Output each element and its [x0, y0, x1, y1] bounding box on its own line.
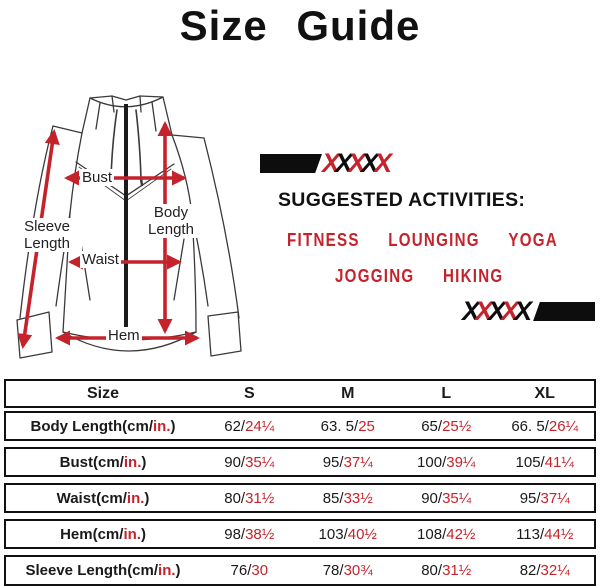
header-s: S [243, 384, 255, 402]
logo-black-bar [533, 302, 596, 321]
activities-line-2: JOGGING HIKING [335, 266, 503, 287]
suggested-activities-title: SUGGESTED ACTIVITIES: [278, 189, 526, 211]
size-table-header: Size S M L XL [4, 379, 596, 408]
activity-jogging: JOGGING [335, 266, 415, 286]
hem-label: Hem [106, 327, 142, 344]
cell-s: 90/35¼ [224, 453, 275, 471]
row-label: Hem(cm/in.) [60, 525, 146, 543]
cell-m: 95/37¼ [322, 453, 373, 471]
body-length-label: Body Length [136, 204, 206, 238]
cell-s: 62/24¼ [224, 417, 275, 435]
cell-m: 78/30¾ [322, 562, 373, 579]
table-row-sleeve-length: Sleeve Length(cm/in.) 76/30 78/30¾ 80/31… [4, 555, 596, 586]
page-title: Size Guide [179, 2, 421, 49]
cell-l: 90/35¼ [421, 489, 472, 507]
cell-xl: 66. 5/26¼ [511, 417, 579, 435]
bust-label: Bust [80, 169, 115, 186]
table-row-bust: Bust(cm/in.) 90/35¼ 95/37¼ 100/39¼ 105/4… [4, 447, 596, 477]
cell-xl: 113/44½ [516, 525, 574, 543]
cell-xl: 82/32¼ [519, 562, 570, 579]
table-row-waist: Waist(cm/in.) 80/31½ 85/33½ 90/35¼ 95/37… [4, 483, 596, 513]
cell-xl: 95/37¼ [519, 489, 570, 507]
cell-l: 80/31½ [421, 562, 472, 579]
cell-l: 108/42½ [417, 525, 476, 543]
sleeve-length-label: Sleeve Length [12, 218, 82, 252]
cell-m: 85/33½ [322, 489, 373, 507]
cell-xl: 105/41¼ [515, 453, 574, 471]
header-m: M [341, 384, 355, 402]
row-label: Waist(cm/in.) [56, 489, 150, 507]
table-row-hem: Hem(cm/in.) 98/38½ 103/40½ 108/42½ 113/4… [4, 519, 596, 549]
logo-x-marks: XXXXX [462, 296, 532, 326]
logo-x-marks: XXXXX [322, 148, 392, 178]
cell-l: 100/39¼ [417, 453, 476, 471]
activities-line-1: FITNESS LOUNGING YOGA [287, 230, 558, 251]
cell-m: 103/40½ [318, 525, 377, 543]
activity-fitness: FITNESS [287, 230, 360, 250]
cell-s: 80/31½ [224, 489, 275, 507]
row-label: Body Length(cm/in.) [30, 417, 176, 435]
header-xl: XL [534, 384, 555, 402]
logo-black-bar [260, 154, 322, 173]
header-l: L [441, 384, 452, 402]
jacket-measurement-diagram: Bust Body Length Waist Hem Sleeve Length [0, 72, 260, 392]
cell-s: 98/38½ [224, 525, 275, 543]
cell-l: 65/25½ [421, 417, 472, 435]
cell-m: 63. 5/25 [320, 417, 375, 435]
brand-logo-bottom: XXXXX [462, 296, 596, 326]
brand-logo-top: XXXXX [260, 148, 393, 178]
header-size: Size [87, 384, 120, 402]
row-label: Bust(cm/in.) [59, 453, 147, 471]
activity-lounging: LOUNGING [388, 230, 480, 250]
activity-hiking: HIKING [442, 266, 504, 286]
cell-s: 76/30 [230, 562, 269, 579]
table-row-body-length: Body Length(cm/in.) 62/24¼ 63. 5/25 65/2… [4, 411, 596, 441]
activity-yoga: YOGA [508, 230, 558, 250]
row-label: Sleeve Length(cm/in.) [25, 562, 181, 579]
waist-label: Waist [80, 251, 121, 268]
